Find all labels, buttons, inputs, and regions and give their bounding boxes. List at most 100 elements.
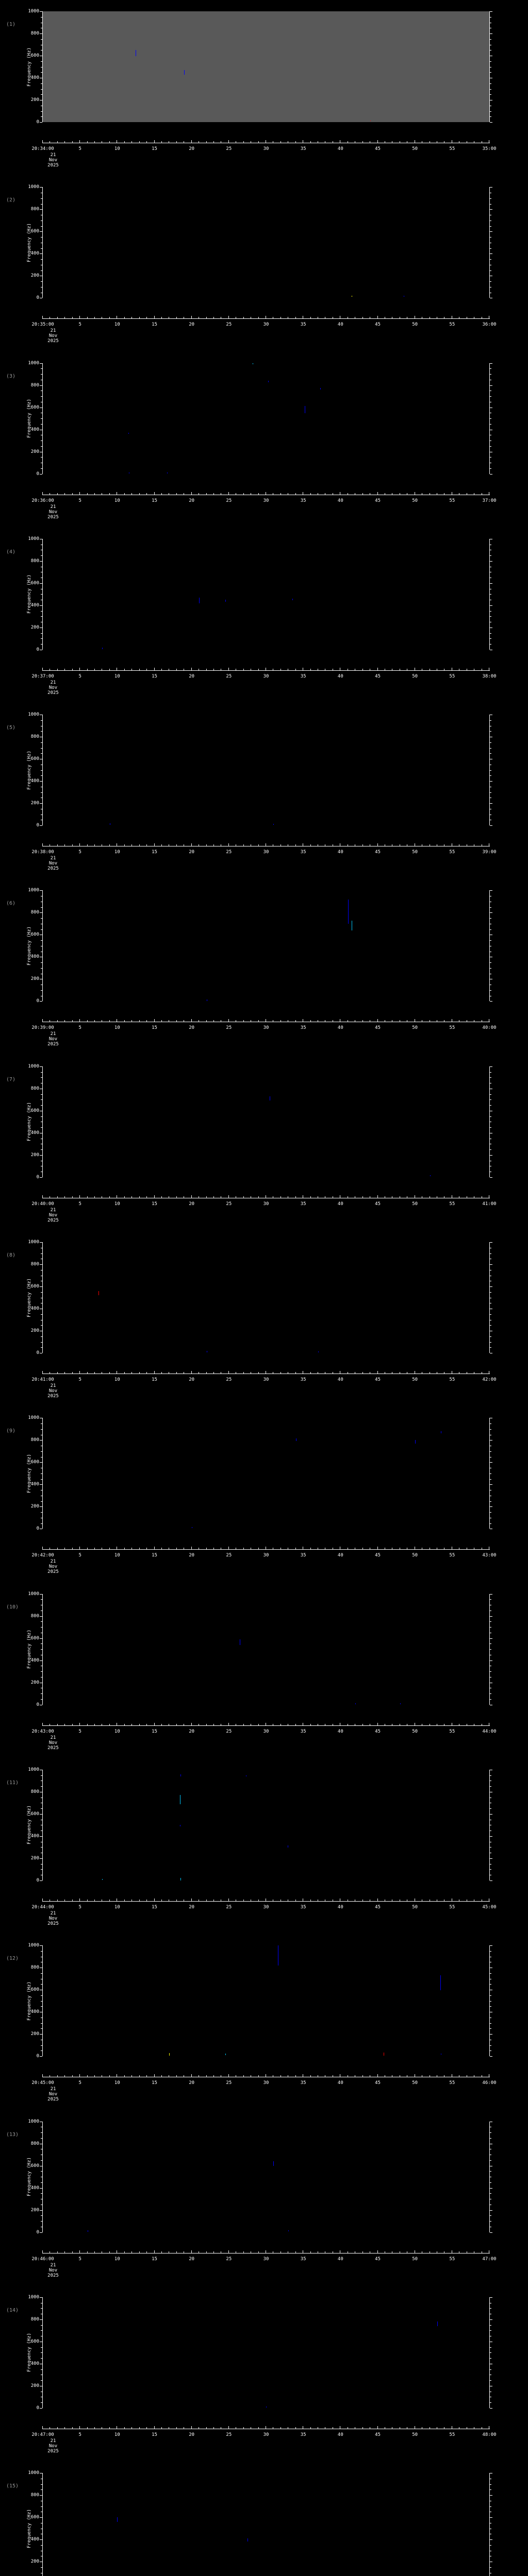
- plot-area[interactable]: [43, 1945, 489, 2057]
- x-tick: [146, 317, 147, 319]
- y-tick: [41, 2380, 42, 2381]
- x-tick-label-end: 47:00: [482, 2256, 497, 2262]
- x-tick-label: 5: [78, 498, 81, 503]
- y-tick: [490, 446, 491, 447]
- plot-area[interactable]: [43, 2121, 489, 2232]
- y-tick: [41, 1512, 42, 1513]
- y-tick: [490, 1479, 491, 1480]
- x-tick: [161, 2251, 162, 2253]
- y-tick: [490, 644, 491, 645]
- plot-area[interactable]: [43, 11, 489, 122]
- x-tick-label: 25: [226, 322, 232, 328]
- date-label: 21 Nov 2025: [43, 2438, 63, 2454]
- plot-area[interactable]: [43, 1418, 489, 1529]
- y-tick: [41, 2138, 42, 2139]
- signal-trace: [415, 1440, 416, 1444]
- plot-area[interactable]: [43, 715, 489, 826]
- signal-trace: [400, 1703, 401, 1704]
- y-tick: [41, 990, 42, 991]
- plot-area[interactable]: [43, 1242, 489, 1353]
- y-tick-label: 200: [30, 801, 39, 806]
- x-tick: [243, 1372, 244, 1374]
- x-tick: [161, 493, 162, 495]
- y-tick: [490, 1314, 491, 1315]
- y-tick-label: 0: [36, 2229, 39, 2235]
- x-tick: [146, 2251, 147, 2253]
- y-tick: [41, 929, 42, 930]
- plot-area[interactable]: [43, 187, 489, 298]
- y-tick: [490, 1945, 492, 1946]
- x-tick: [42, 1898, 43, 1901]
- panel-index-label: (14): [6, 2307, 19, 2313]
- x-tick: [280, 493, 281, 495]
- x-tick: [295, 1196, 296, 1198]
- y-tick-label: 200: [30, 97, 39, 103]
- x-tick: [42, 2250, 43, 2253]
- y-axis-spine-left: [40, 11, 43, 123]
- x-tick: [213, 1723, 214, 1725]
- x-tick: [87, 1899, 88, 1901]
- x-tick-label: 15: [152, 673, 157, 679]
- y-tick-label: 600: [30, 1460, 39, 1465]
- x-tick: [42, 140, 43, 143]
- x-tick: [191, 2426, 192, 2429]
- plot-area[interactable]: [43, 890, 489, 1002]
- x-tick-label: 40: [337, 1377, 343, 1383]
- x-tick-label: 50: [412, 1025, 418, 1031]
- x-tick: [94, 668, 95, 670]
- x-tick-label: 10: [114, 1728, 120, 1734]
- x-tick: [362, 493, 363, 495]
- y-tick: [41, 2160, 42, 2161]
- x-tick: [72, 1899, 73, 1901]
- x-tick: [191, 492, 192, 495]
- x-tick-label: 50: [412, 2432, 418, 2437]
- y-tick: [490, 1786, 491, 1787]
- plot-area[interactable]: [43, 538, 489, 650]
- y-tick: [490, 1286, 492, 1287]
- x-tick: [72, 844, 73, 846]
- y-tick: [40, 363, 42, 364]
- y-tick-label: 800: [30, 2141, 39, 2146]
- y-tick: [490, 111, 491, 112]
- x-tick: [295, 1020, 296, 1022]
- x-tick-label-start: 20:46:00: [31, 2256, 54, 2262]
- y-tick: [490, 753, 491, 754]
- x-tick: [295, 317, 296, 319]
- x-tick-label: 40: [337, 146, 343, 151]
- y-tick: [41, 968, 42, 969]
- y-tick: [40, 1638, 42, 1639]
- x-tick: [131, 2427, 133, 2429]
- x-tick: [280, 844, 281, 846]
- y-tick: [490, 1621, 491, 1622]
- plot-area[interactable]: [43, 1594, 489, 1705]
- y-tick: [490, 1264, 492, 1265]
- y-axis-spine-right: [489, 2297, 492, 2409]
- y-tick: [490, 918, 491, 919]
- x-tick: [146, 1020, 147, 1022]
- plot-area[interactable]: [43, 1769, 489, 1880]
- x-tick-label-end: 42:00: [482, 1377, 497, 1383]
- y-tick: [490, 1951, 491, 1952]
- x-tick: [213, 1372, 214, 1374]
- x-tick-label: 35: [300, 673, 306, 679]
- y-tick-label: 400: [30, 251, 39, 257]
- y-tick: [40, 890, 42, 891]
- x-tick: [139, 317, 140, 319]
- y-tick: [490, 594, 491, 595]
- plot-area[interactable]: [43, 2297, 489, 2408]
- x-tick: [191, 1195, 192, 1198]
- x-tick-label-end: 35:00: [482, 146, 497, 151]
- y-tick: [490, 187, 492, 188]
- y-tick-label: 600: [30, 1635, 39, 1641]
- y-tick: [490, 792, 491, 793]
- x-tick: [109, 1372, 110, 1374]
- plot-area[interactable]: [43, 363, 489, 474]
- y-tick: [490, 1099, 491, 1100]
- y-axis-title: Frequency (Hz): [27, 574, 32, 614]
- plot-area[interactable]: [43, 2473, 489, 2576]
- y-tick: [490, 1105, 491, 1106]
- x-tick-label: 15: [152, 498, 157, 503]
- y-tick: [40, 385, 42, 386]
- x-tick-label-start: 20:43:00: [31, 1728, 54, 1734]
- plot-area[interactable]: [43, 1066, 489, 1177]
